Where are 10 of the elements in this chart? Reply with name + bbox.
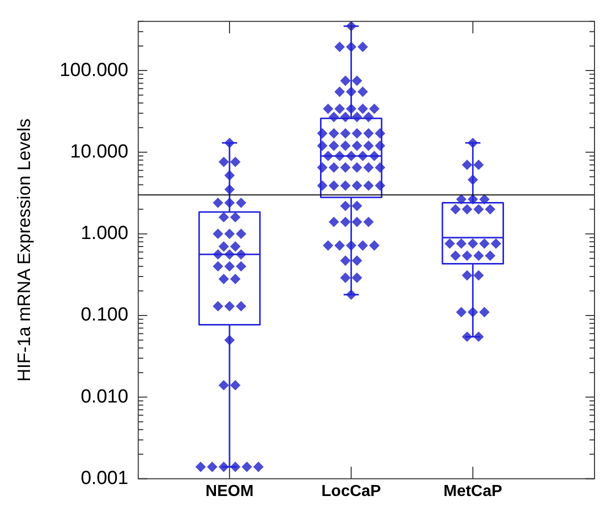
x-tick-label: NEOM (206, 482, 254, 500)
y-tick-label: 0.100 (80, 304, 128, 326)
y-axis-title: HIF-1a mRNA Expression Levels (14, 118, 34, 382)
x-tick-label: LocCaP (321, 482, 382, 500)
y-tick-label: 0.001 (80, 468, 128, 490)
x-tick-label: MetCaP (444, 482, 503, 500)
y-tick-label: 1.000 (80, 223, 128, 244)
y-tick-label: 10.000 (70, 141, 128, 162)
y-tick-label: 100.000 (60, 60, 128, 81)
y-tick-label: 0.010 (80, 386, 128, 408)
